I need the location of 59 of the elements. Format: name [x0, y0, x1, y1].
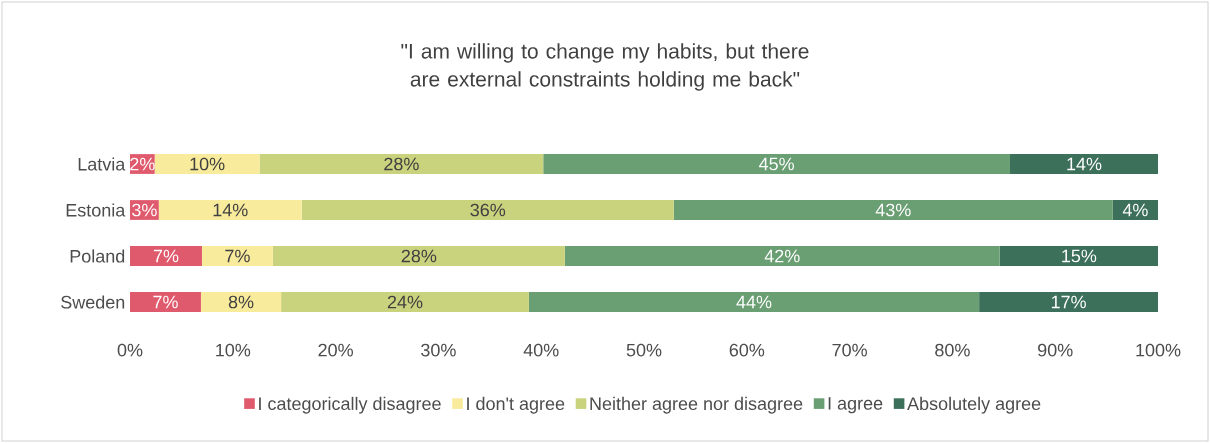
bar — [1009, 154, 1159, 174]
data-label: 17% — [1051, 295, 1086, 309]
data-label: 15% — [1062, 249, 1097, 263]
data-label: 4% — [1122, 203, 1148, 217]
data-label: 42% — [764, 249, 800, 263]
data-label: 8% — [228, 295, 254, 309]
legend-label: I don't agree — [467, 396, 565, 414]
data-label: 14% — [213, 203, 248, 217]
bar — [979, 292, 1159, 312]
bar — [130, 292, 201, 312]
data-label: 44% — [736, 295, 772, 309]
data-label: 7% — [153, 249, 179, 263]
data-label: 3% — [132, 203, 157, 217]
x-tick-label: 0% — [117, 343, 143, 357]
bar — [281, 292, 529, 312]
data-label: 10% — [190, 157, 225, 171]
data-label: 45% — [759, 157, 794, 171]
y-tick-label: Sweden — [61, 295, 125, 309]
x-tick-label: 50% — [626, 343, 662, 357]
bar — [130, 246, 202, 266]
x-tick-label: 30% — [421, 343, 456, 357]
bar — [201, 246, 273, 266]
data-label: 7% — [225, 249, 250, 263]
x-tick-label: 100% — [1136, 343, 1181, 357]
bar — [158, 200, 302, 220]
data-label: 28% — [401, 249, 437, 263]
bar — [564, 246, 1000, 266]
legend-label: Neither agree nor disagree — [590, 396, 803, 414]
y-tick-label: Poland — [70, 249, 125, 263]
bar — [673, 200, 1113, 220]
data-label: 28% — [384, 157, 419, 171]
bar — [1112, 200, 1159, 220]
data-label: 43% — [875, 203, 911, 217]
data-label: 36% — [470, 203, 506, 217]
bar — [999, 246, 1159, 266]
legend-label: I categorically disagree — [259, 396, 441, 414]
data-label: 7% — [153, 295, 178, 309]
x-tick-label: 60% — [729, 343, 765, 357]
legend-label: Absolutely agree — [907, 396, 1041, 414]
x-tick-label: 40% — [523, 343, 559, 357]
y-tick-label: Latvia — [78, 157, 126, 171]
data-label: 24% — [387, 295, 423, 309]
data-label: 14% — [1067, 157, 1102, 171]
x-tick-label: 10% — [216, 343, 251, 357]
x-tick-label: 70% — [832, 343, 867, 357]
bar — [272, 246, 565, 266]
bar — [301, 200, 674, 220]
y-tick-label: Estonia — [66, 203, 126, 217]
bar — [259, 154, 544, 174]
data-label: 2% — [130, 157, 155, 171]
bar — [200, 292, 282, 312]
bar — [154, 154, 260, 174]
x-tick-label: 20% — [318, 343, 353, 357]
bar — [543, 154, 1010, 174]
chart-title: "I am willing to change my habits, but there are external constraints holding me back" — [401, 43, 809, 91]
x-tick-label: 90% — [1038, 343, 1073, 357]
x-tick-label: 80% — [935, 343, 970, 357]
bar — [528, 292, 980, 312]
legend-label: I agree — [828, 397, 883, 414]
